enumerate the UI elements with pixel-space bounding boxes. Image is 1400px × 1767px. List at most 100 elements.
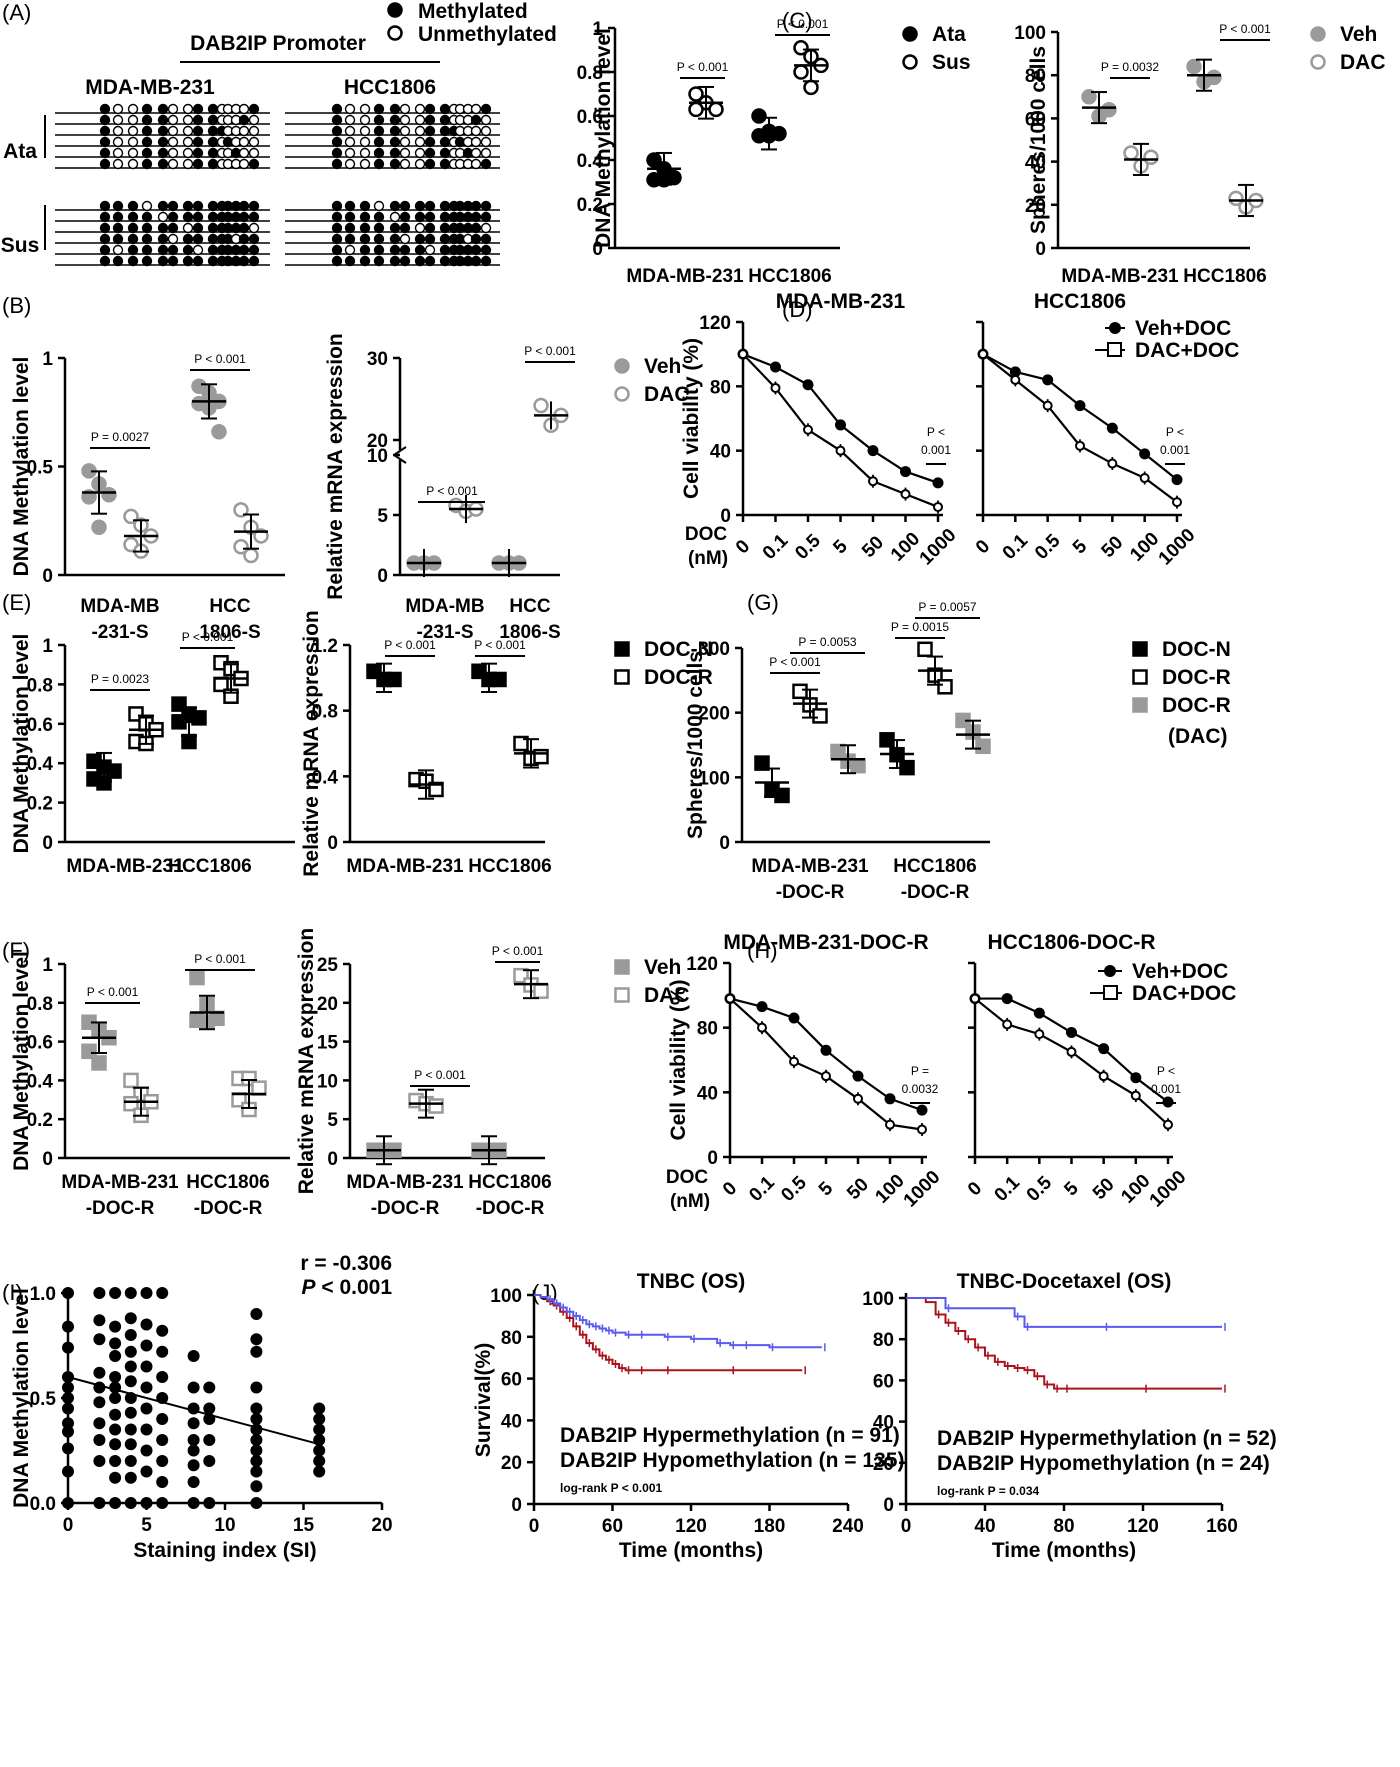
legend-label: DOC-N bbox=[1162, 638, 1231, 661]
p-value: P < bbox=[927, 425, 945, 439]
data-point bbox=[140, 1287, 153, 1299]
cpg-site bbox=[112, 158, 124, 170]
legend-label: Veh bbox=[1340, 23, 1377, 46]
cpg-site bbox=[112, 222, 124, 234]
legend-marker bbox=[1132, 641, 1148, 657]
p-value: P < bbox=[1157, 1064, 1175, 1078]
y-tick-label: 0.4 bbox=[577, 151, 604, 172]
x-tick-label: 5 bbox=[815, 1178, 838, 1201]
data-point bbox=[1009, 366, 1021, 378]
cpg-site bbox=[424, 211, 436, 223]
data-point bbox=[1186, 58, 1202, 75]
data-point bbox=[93, 1434, 106, 1446]
cpg-site bbox=[207, 147, 219, 159]
legend-label: DAB2IP Hypermethylation (n = 52) bbox=[937, 1427, 1277, 1450]
cpg-site bbox=[157, 147, 169, 159]
y-tick-label: 20 bbox=[1025, 196, 1046, 217]
cpg-site bbox=[167, 114, 179, 126]
p-value: P < 0.001 bbox=[182, 630, 234, 644]
y-tick-label: 0.8 bbox=[27, 675, 53, 696]
y-axis-label: Cell viability (%) bbox=[680, 338, 703, 499]
cpg-site bbox=[414, 233, 426, 245]
y-tick-label: 100 bbox=[490, 1286, 522, 1307]
data-point bbox=[187, 1434, 200, 1446]
x-tick-label: 0 bbox=[63, 1515, 74, 1536]
p-value: P = 0.0027 bbox=[91, 430, 149, 444]
x-tick-label: 0 bbox=[901, 1516, 912, 1537]
data-point bbox=[1172, 497, 1182, 508]
data-point bbox=[313, 1465, 326, 1478]
legend-label: DOC-N bbox=[644, 638, 713, 661]
series-line bbox=[729, 997, 923, 1131]
y-tick-label: 0.2 bbox=[27, 794, 53, 815]
data-point bbox=[1002, 1019, 1013, 1030]
cpg-site bbox=[157, 136, 169, 148]
cpg-site bbox=[207, 114, 219, 126]
y-axis-label: Relative mRNA expression bbox=[300, 610, 323, 877]
y-tick-label: 25 bbox=[317, 955, 339, 976]
legend-marker bbox=[614, 959, 630, 975]
data-point bbox=[428, 781, 444, 798]
category-label: -231-S bbox=[91, 622, 148, 643]
cpg-site bbox=[167, 103, 179, 115]
p-value: P < 0.001 bbox=[426, 484, 478, 498]
y-tick-label: 0.4 bbox=[27, 1071, 54, 1092]
cpg-site bbox=[480, 136, 492, 148]
p-value: 0.001 bbox=[921, 443, 951, 457]
cpg-site bbox=[182, 114, 194, 126]
data-point bbox=[251, 1080, 267, 1096]
y-tick-label: 40 bbox=[1025, 153, 1046, 174]
data-point bbox=[140, 1339, 153, 1352]
data-point bbox=[688, 86, 704, 102]
cpg-site bbox=[127, 114, 139, 126]
cpg-site bbox=[399, 244, 411, 256]
legend-marker bbox=[614, 987, 630, 1003]
cpg-site bbox=[359, 244, 371, 256]
y-tick-label: 1 bbox=[592, 19, 603, 40]
p-value: 0.001 bbox=[1151, 1082, 1181, 1096]
subplot-title: MDA-MB-231-DOC-R bbox=[723, 931, 928, 954]
y-tick-label: 40 bbox=[501, 1411, 522, 1432]
data-point bbox=[62, 1425, 74, 1438]
x-tick-label: 20 bbox=[371, 1515, 392, 1536]
cpg-site bbox=[112, 211, 124, 223]
survival-curve bbox=[906, 1297, 1222, 1328]
legend-marker bbox=[1132, 697, 1148, 713]
data-point bbox=[1101, 102, 1117, 118]
cpg-site bbox=[399, 211, 411, 223]
category-label: HCC1806 bbox=[893, 856, 976, 877]
cpg-site bbox=[248, 211, 260, 223]
y-tick-label: 60 bbox=[1025, 109, 1046, 130]
cpg-site bbox=[207, 125, 219, 137]
cpg-site bbox=[182, 244, 194, 256]
cpg-site bbox=[331, 125, 343, 137]
cpg-site bbox=[192, 244, 204, 256]
data-point bbox=[917, 1124, 927, 1135]
data-point bbox=[313, 1402, 326, 1415]
category-label: MDA-MB-231 bbox=[346, 856, 464, 877]
category-label: MDA-MB-231 bbox=[346, 1172, 464, 1193]
data-point bbox=[803, 79, 819, 96]
y-tick-label: 300 bbox=[698, 639, 730, 660]
cpg-site bbox=[414, 222, 426, 234]
cpg-site bbox=[192, 136, 204, 148]
legend-label: Sus bbox=[932, 51, 971, 74]
data-point bbox=[124, 1471, 137, 1484]
cpg-site bbox=[167, 158, 179, 170]
x-tick-label: 0 bbox=[732, 536, 754, 558]
data-point bbox=[313, 1413, 326, 1425]
x-axis-label: (nM) bbox=[670, 1191, 710, 1212]
x-tick-label: 0.5 bbox=[791, 530, 825, 564]
data-point bbox=[774, 787, 790, 804]
legend-marker bbox=[387, 2, 403, 18]
data-point bbox=[250, 1333, 263, 1346]
cpg-site bbox=[424, 125, 436, 137]
data-point bbox=[93, 1396, 106, 1409]
data-point bbox=[109, 1471, 122, 1484]
x-tick-label: 5 bbox=[829, 536, 852, 559]
cpg-site bbox=[207, 211, 219, 223]
data-point bbox=[788, 1012, 800, 1024]
category-label: HCC1806 bbox=[186, 1172, 269, 1193]
y-tick-label: 1.2 bbox=[312, 636, 338, 657]
cpg-site bbox=[389, 103, 401, 115]
